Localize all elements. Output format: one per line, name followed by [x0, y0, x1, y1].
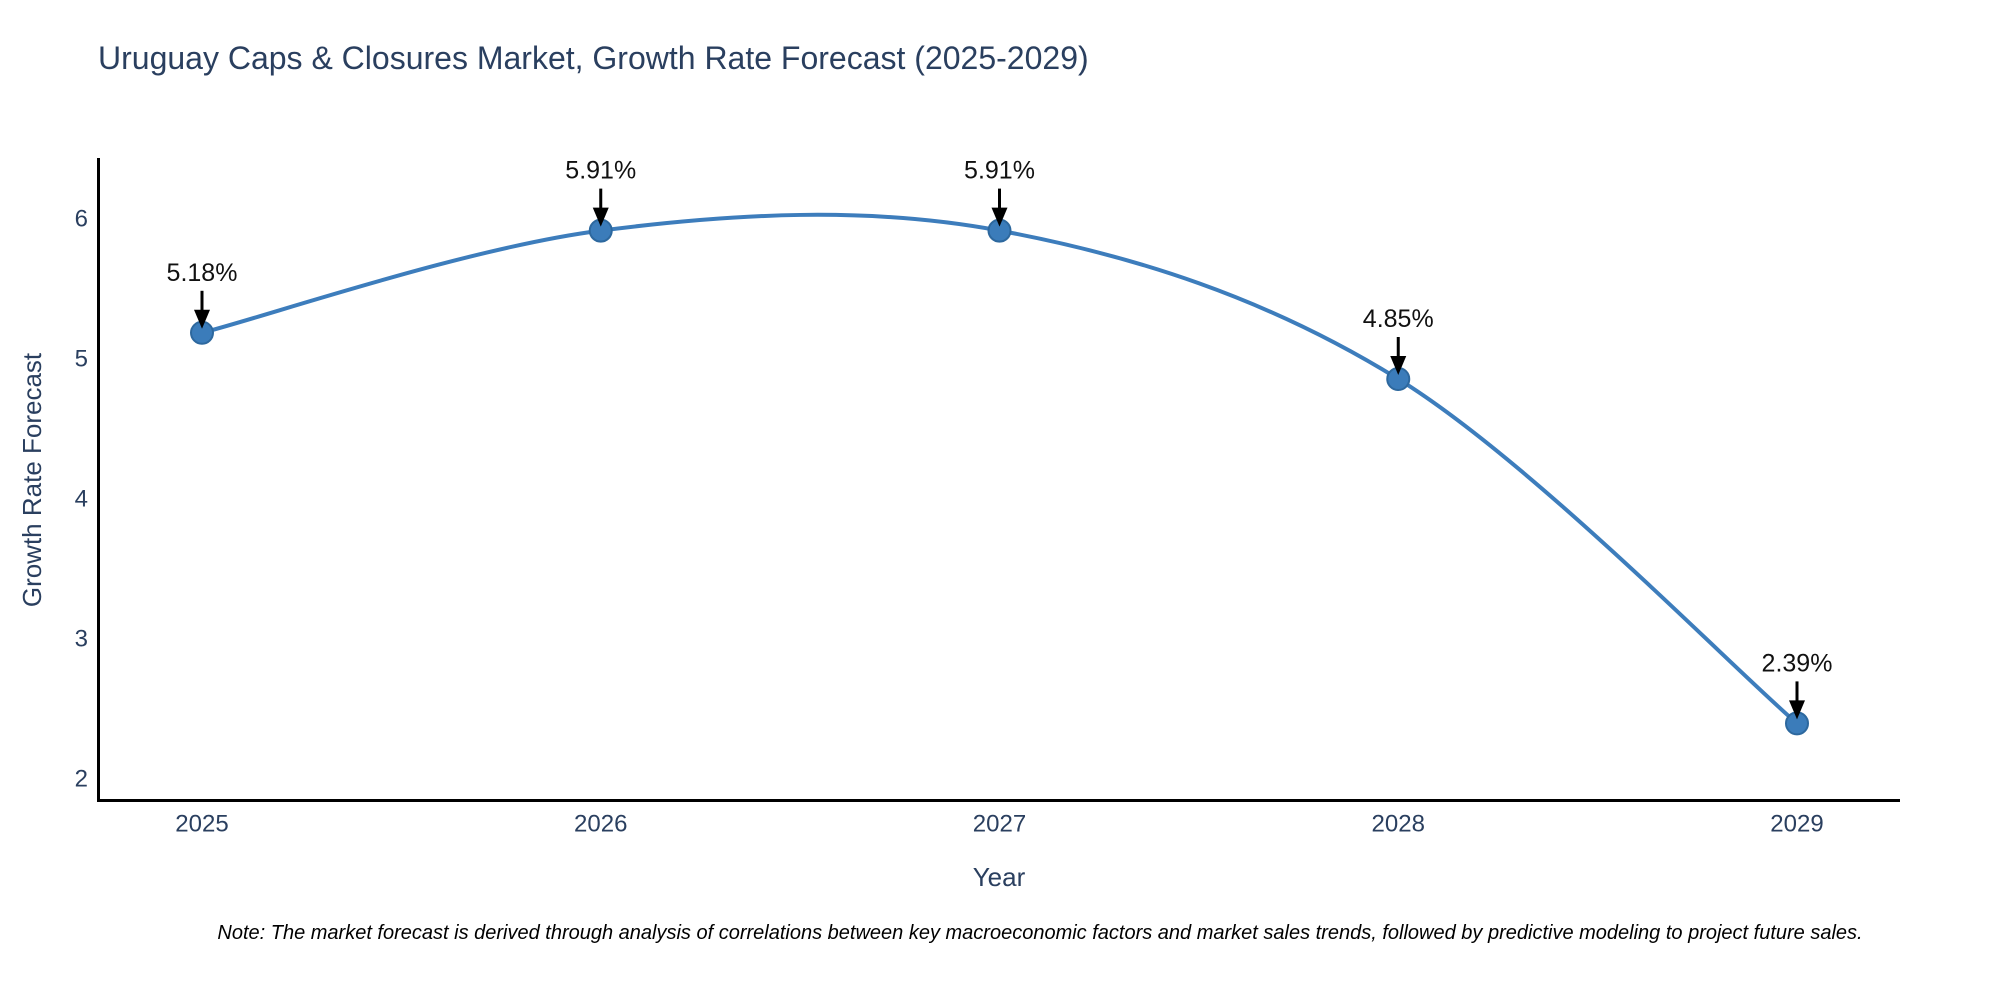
- y-tick-label: 6: [75, 206, 88, 233]
- y-tick-label: 5: [75, 346, 88, 373]
- annotation-arrowhead-icon: [1390, 356, 1407, 375]
- y-axis-title: Growth Rate Forecast: [17, 352, 47, 607]
- annotation-label: 5.91%: [565, 157, 636, 185]
- x-tick-label: 2026: [574, 811, 627, 838]
- x-axis-title: Year: [973, 862, 1026, 892]
- x-tick-label: 2029: [1770, 811, 1823, 838]
- y-tick-label: 4: [75, 486, 88, 513]
- chart-title: Uruguay Caps & Closures Market, Growth R…: [98, 40, 1089, 76]
- x-tick-label: 2027: [973, 811, 1026, 838]
- annotation-label: 2.39%: [1762, 649, 1833, 677]
- annotation-arrowhead-icon: [991, 207, 1008, 227]
- y-tick-label: 3: [75, 626, 88, 653]
- y-tick-label: 2: [75, 766, 88, 793]
- annotation-label: 4.85%: [1363, 305, 1434, 333]
- annotation-arrowhead-icon: [1789, 700, 1805, 720]
- x-tick-label: 2028: [1372, 811, 1425, 838]
- chart-note: Note: The market forecast is derived thr…: [217, 922, 1863, 944]
- annotation-label: 5.18%: [167, 259, 238, 287]
- annotation-arrowhead-icon: [592, 207, 609, 227]
- annotation-label: 5.91%: [964, 157, 1035, 185]
- plot-layer: 2 3 4 5 6 2025 2026 2027 2028 2029 5.18% 5.91% 5.91%…: [75, 157, 1900, 838]
- annotation-arrowhead-icon: [194, 309, 210, 329]
- x-tick-label: 2025: [175, 811, 228, 838]
- series-line: [201, 212, 1799, 725]
